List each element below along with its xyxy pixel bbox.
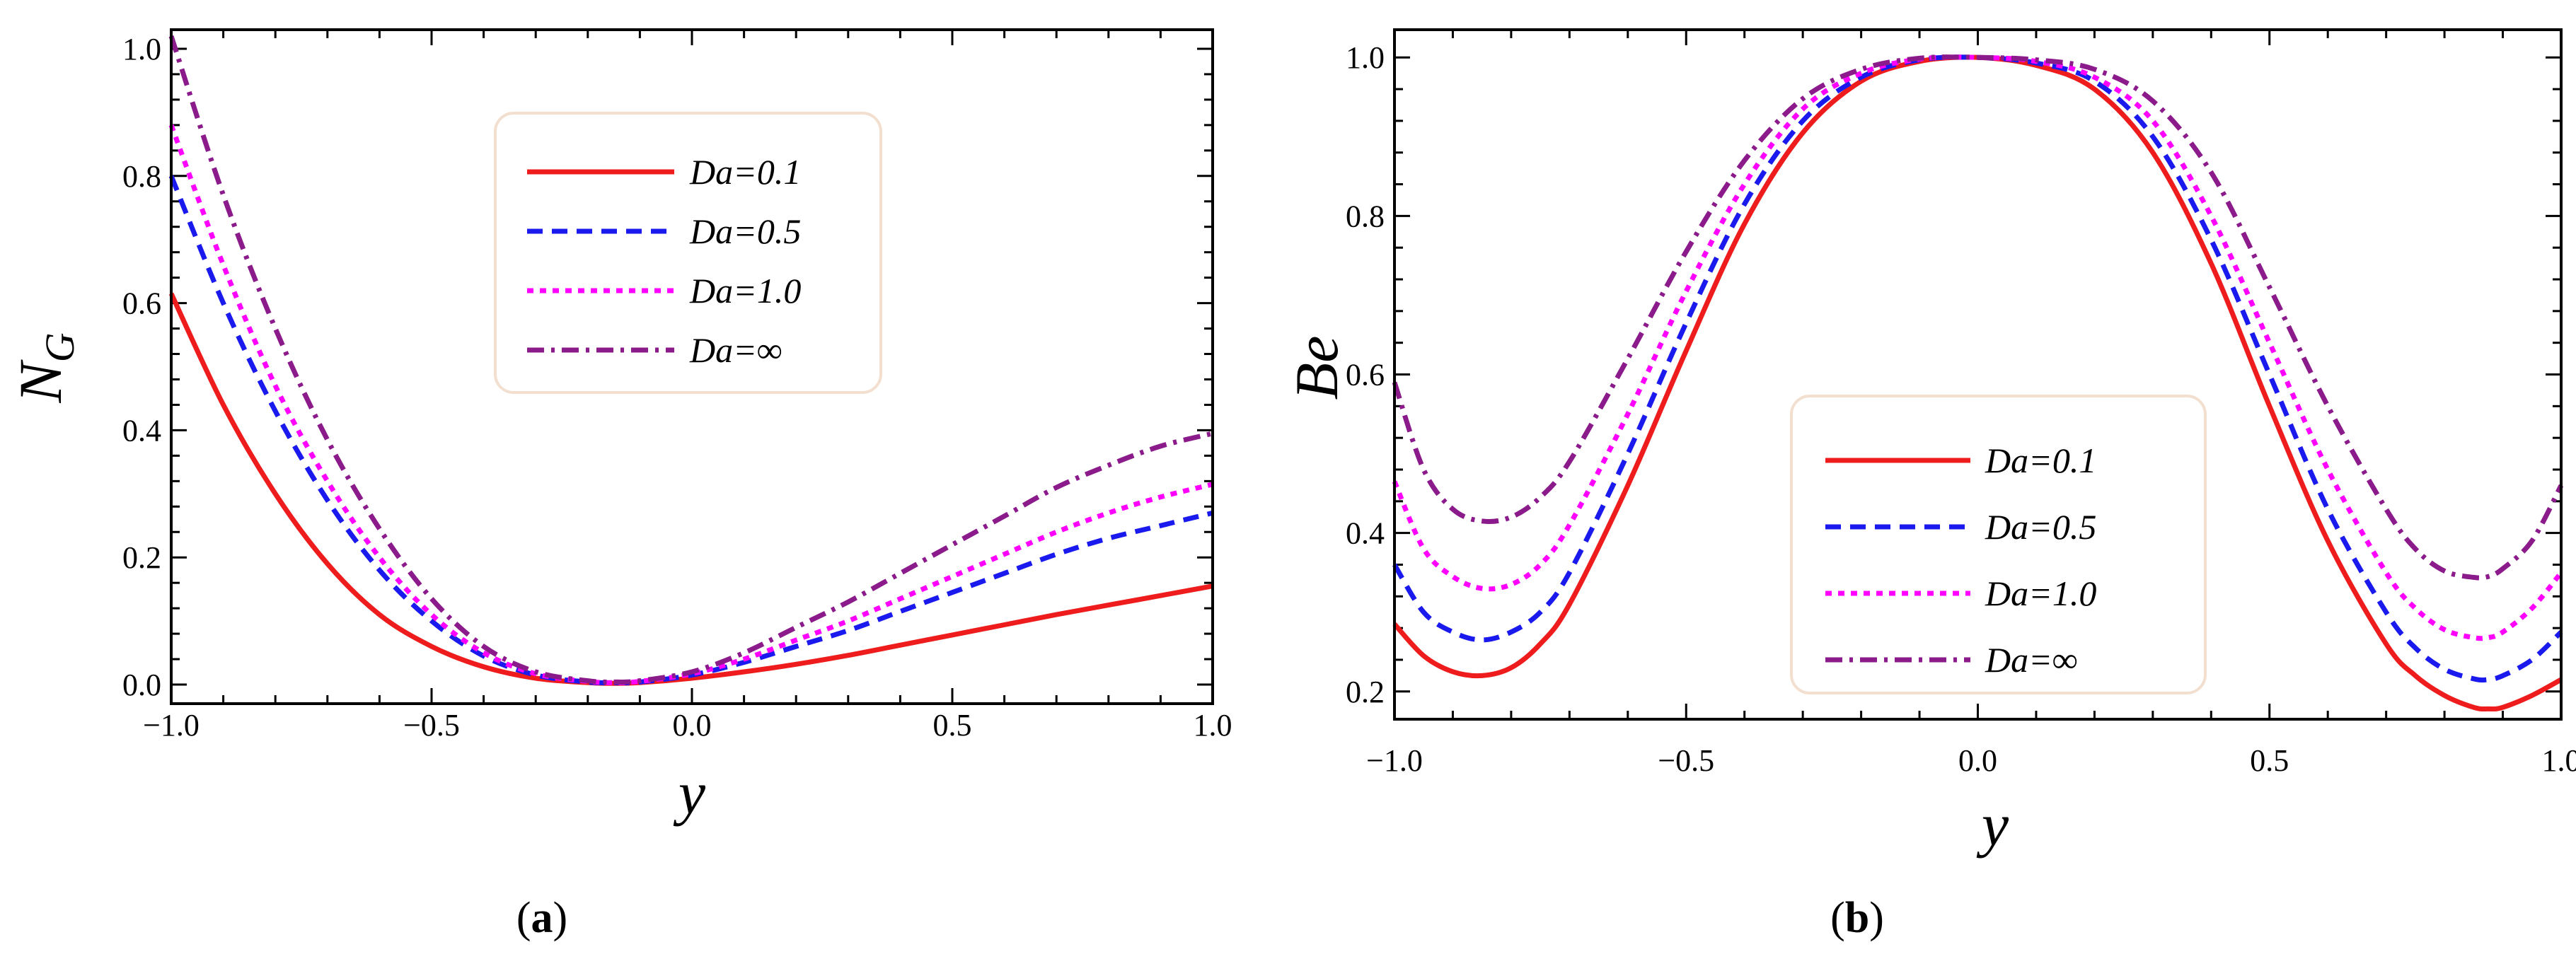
- legend-label-3: Da=1.0: [689, 271, 801, 310]
- x-tick-label: −1.0: [1366, 743, 1423, 778]
- panel-a-y-axis-label-sub: G: [37, 332, 83, 362]
- panel-b-x-tick-labels: −1.0 −0.5 0.0 0.5 1.0: [1366, 743, 2576, 778]
- panel-b-legend: Da=0.1 Da=0.5 Da=1.0 Da=∞: [1790, 395, 2207, 694]
- x-tick-label: −0.5: [403, 708, 460, 743]
- panel-b: −1.0 −0.5 0.0 0.5 1.0 0.2 0.4 0.6 0.8 1.0 Be y D…: [1283, 28, 2576, 942]
- panel-b-legend-box: [1790, 395, 2207, 694]
- series-line-4: [1392, 54, 2564, 581]
- x-tick-label: 1.0: [1194, 708, 1232, 743]
- legend-label-2: Da=0.5: [689, 211, 801, 251]
- series-line-3: [168, 124, 1213, 685]
- y-tick-label: 0.6: [1346, 358, 1385, 392]
- y-tick-label: 0.8: [122, 159, 161, 194]
- panel-b-y-tick-labels: 0.2 0.4 0.6 0.8 1.0: [1346, 40, 1385, 709]
- x-tick-label: −1.0: [143, 708, 200, 743]
- panel-b-plot-frame: [1393, 28, 2563, 721]
- panel-a-caption: (a): [516, 894, 567, 942]
- y-tick-label: 1.0: [122, 32, 161, 66]
- panel-a-x-axis-label: y: [673, 759, 706, 827]
- panel-a: −1.0 −0.5 0.0 0.5 1.0 0.00.20.40.60.81.0 NG …: [6, 28, 1232, 942]
- panel-a-legend-box: [494, 112, 882, 394]
- y-tick-label: 0.2: [1346, 675, 1385, 709]
- panel-a-plot-frame: [170, 28, 1214, 705]
- panel-a-x-tick-labels: −1.0 −0.5 0.0 0.5 1.0: [143, 708, 1232, 743]
- y-tick-label: 0.0: [122, 668, 161, 702]
- legend-label-1: Da=0.1: [1985, 441, 2096, 480]
- panel-b-y-axis-label: Be: [1283, 336, 1351, 400]
- panel-a-y-tick-labels: 0.0 0.2 0.4 0.6 0.8 1.0: [122, 32, 161, 702]
- panel-b-caption: (b): [1830, 894, 1884, 942]
- y-tick-label: 0.2: [122, 540, 161, 575]
- panel-a-series-group: [168, 35, 1213, 686]
- series-line-2: [1392, 54, 2563, 683]
- panel-a-y-axis-label-main: N: [6, 359, 74, 404]
- x-tick-label: 0.5: [2250, 743, 2289, 778]
- y-tick-label: 0.4: [122, 413, 161, 448]
- legend-label-1: Da=0.1: [689, 152, 801, 192]
- legend-label-2: Da=0.5: [1985, 507, 2096, 547]
- panel-a-legend: Da=0.1 Da=0.5 Da=1.0 Da=∞: [494, 112, 882, 394]
- series-line-2: [168, 175, 1213, 686]
- panel-b-series-group: [1392, 54, 2564, 712]
- panel-a-y-axis-label: NG: [6, 332, 83, 403]
- legend-label-4: Da=∞: [689, 330, 782, 370]
- x-tick-label: 0.0: [1958, 743, 1997, 778]
- legend-label-4: Da=∞: [1985, 640, 2078, 680]
- series-line-3: [1392, 54, 2563, 641]
- x-tick-label: 1.0: [2542, 743, 2576, 778]
- panel-b-ticks: [1393, 30, 2563, 719]
- y-tick-label: 0.4: [1346, 516, 1385, 551]
- x-tick-label: −0.5: [1658, 743, 1714, 778]
- y-tick-label: 0.8: [1346, 199, 1385, 233]
- legend-label-3: Da=1.0: [1985, 574, 2096, 613]
- series-line-4: [168, 35, 1213, 685]
- y-tick-label: 1.0: [1346, 40, 1385, 75]
- x-tick-label: 0.5: [933, 708, 972, 743]
- x-tick-label: 0.0: [673, 708, 712, 743]
- y-tick-label: 0.6: [122, 286, 161, 321]
- panel-b-x-axis-label: y: [1976, 791, 2009, 859]
